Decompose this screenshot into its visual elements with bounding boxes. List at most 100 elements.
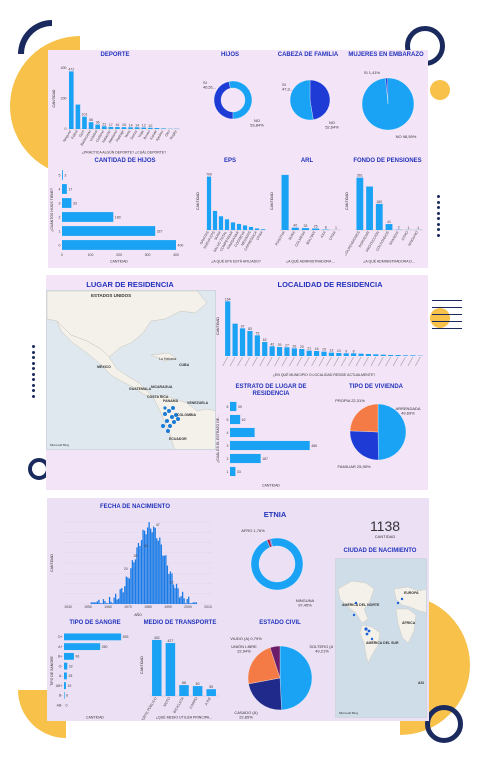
tick-stub	[244, 356, 251, 367]
y-axis-title: CANTIDAD	[216, 317, 220, 335]
slice-label: CASADO (A)	[234, 710, 258, 715]
pie-slice	[349, 403, 379, 433]
tick-label: 1	[59, 229, 61, 233]
data-label: 12	[142, 124, 146, 128]
data-label: 47	[156, 523, 160, 527]
lugar-map[interactable]: ESTADOS UNIDOS MÉXICO La Habana CUBA GUA…	[46, 290, 216, 450]
tick-label: 4	[59, 187, 61, 191]
bar	[163, 555, 166, 604]
data-label: 15	[122, 123, 126, 127]
estrato-title: ESTRATO DE LUGAR DE RESIDENCIA	[235, 384, 307, 397]
slice-label: SI	[282, 82, 286, 87]
pensiones-chart[interactable]: 361 COLPENSIONES PORVENIR 180 PROTECCIÓN 41 CO…	[345, 166, 427, 264]
tick-stub	[266, 356, 273, 367]
vivienda-chart[interactable]: ARRENDADA 49,69% FAMILIAR 25,95% PROPIA 22,…	[328, 392, 428, 472]
data-label: 486	[311, 444, 317, 448]
bar	[195, 602, 197, 604]
bar	[192, 686, 203, 696]
bar	[206, 689, 216, 696]
hijos-title: HIJOS	[220, 52, 239, 58]
bar	[142, 529, 144, 604]
etnia-chart[interactable]: AFRO 1,76% NINGUNA 97,45%	[225, 520, 330, 610]
tick-stub	[355, 356, 362, 367]
tick-label: Boxeo	[143, 129, 151, 140]
x-axis-title: ¿EN QUÉ MUNICIPIO O LOCALIDAD RESIDE ACT…	[273, 372, 375, 377]
nacimiento-chart[interactable]: 47 34 28 20 12 1940 1950 1960 1970 1980 1990 2000 20…	[50, 512, 218, 618]
tick-label: BOLÍVAR	[306, 230, 317, 245]
civil-chart[interactable]: SOLTERO (A) 49,21% CASADO (A) 22,85% UNIÓN L…	[228, 628, 333, 720]
bar	[230, 222, 236, 230]
arl-chart[interactable]: POSITIVA 40 SURA 33 COLMENA 25 BOLÍVAR 8 AXA 1 OTR…	[270, 166, 345, 264]
embarazo-chart[interactable]: SI 1,41% NO 98,59%	[348, 60, 428, 145]
tick-stub	[281, 356, 288, 367]
bar	[64, 672, 67, 680]
cabeza-chart[interactable]: SI 47,3... NO 52,64%	[270, 60, 348, 135]
data-label: 6	[66, 694, 68, 698]
tick-label: Fútbol	[70, 129, 78, 140]
slice-label: VIUDO (A) 0,79%	[230, 636, 262, 641]
bar	[321, 351, 327, 356]
bar	[64, 633, 122, 641]
deco-navy-quarter-top	[18, 20, 52, 54]
bar	[133, 562, 135, 604]
data-label: 25	[314, 225, 318, 229]
tick-label: 100	[88, 253, 94, 257]
data-label: 96	[75, 655, 79, 659]
tick-label: O+	[58, 635, 63, 639]
vivienda-title: TIPO DE VIVIENDA	[348, 384, 403, 390]
bar	[62, 240, 176, 250]
deco-navy-ring-bottom	[425, 705, 463, 743]
bar	[146, 527, 149, 604]
bar	[177, 588, 179, 604]
sangre-chart[interactable]: 553 O+ 350 A+ 96 B+ 32 O- 28 A- 19 AB+ 6 B- 0 AB- TIPO D…	[50, 628, 140, 720]
data-label: 427	[167, 639, 173, 643]
bar	[116, 599, 118, 604]
bar	[64, 662, 68, 670]
estrato-chart[interactable]: 39 6 62 5 4 486 3 187 2 33 1 ¿CUÁL ES EL ESTRATO DE…	[216, 398, 326, 488]
tick-label: OTRA	[256, 230, 265, 241]
data-label: 88	[182, 681, 186, 685]
cant-hijos-chart[interactable]: 3 5 17 4 33 3 180 2 327 1 400 0 0 100 200 300 400 ¿CUÁNTO…	[50, 166, 190, 264]
bar	[169, 571, 172, 604]
slice-label: 49,21%	[315, 649, 329, 654]
bar	[180, 596, 182, 604]
localidad-chart[interactable]: 164 97 83 75 62 42 29 27 26 23 21 16 15 13 10 9 8 CANTIDA…	[216, 290, 428, 378]
bar	[148, 522, 150, 604]
tick-label: 0	[65, 127, 67, 131]
bar	[380, 354, 386, 356]
deporte-chart[interactable]: 472 Ninguno Fútbol 101 Gym 56 Baloncesto 36 Vole…	[52, 60, 182, 155]
bar	[62, 226, 156, 236]
y-axis-title: CANTIDAD	[345, 192, 349, 210]
eps-chart[interactable]: 700 SANITAS NUEVA EPS SURA SALUD TOTAL COMPEN…	[196, 166, 270, 264]
hijos-chart[interactable]: SI 46,51... NO 53,84%	[195, 60, 270, 135]
bar	[165, 555, 167, 604]
bar	[230, 453, 261, 464]
bar	[218, 216, 224, 230]
data-label: 26	[292, 344, 296, 348]
bar	[162, 555, 164, 604]
slice-label: 22,94%	[237, 649, 251, 654]
data-label: 12	[170, 580, 174, 584]
transporte-chart[interactable]: 452TRANSPORTE PÚBLICO427MOTO88BICICLETA8…	[140, 628, 222, 720]
slice-label: ARRENDADA	[395, 406, 420, 411]
bar	[260, 229, 266, 230]
tick-label: 1990	[164, 605, 172, 609]
data-label: 16	[315, 347, 319, 351]
x-axis-title: ¿QUÉ MEDIO UTILIZA PRINCIPA...	[156, 715, 212, 720]
bar	[188, 596, 190, 604]
bar	[154, 527, 156, 604]
tick-label: AXA	[320, 230, 327, 239]
x-axis-title: AÑO	[134, 612, 142, 617]
tick-label: Yoga	[137, 129, 144, 138]
embarazo-title: MUJERES EN EMBARAZO	[348, 52, 424, 58]
bar	[232, 323, 238, 356]
kpi-card: 1138 CANTIDAD	[345, 518, 425, 539]
bar	[356, 177, 364, 230]
tick-label: 1940	[64, 605, 72, 609]
bar	[185, 603, 187, 604]
ciudad-map[interactable]: AMÉRICA DEL NORTE EUROPA ÁFRICA AMÉRICA …	[335, 558, 427, 718]
bar	[152, 639, 162, 696]
bar	[291, 227, 299, 230]
data-label: 83	[248, 327, 252, 331]
data-label: 22	[102, 122, 106, 126]
